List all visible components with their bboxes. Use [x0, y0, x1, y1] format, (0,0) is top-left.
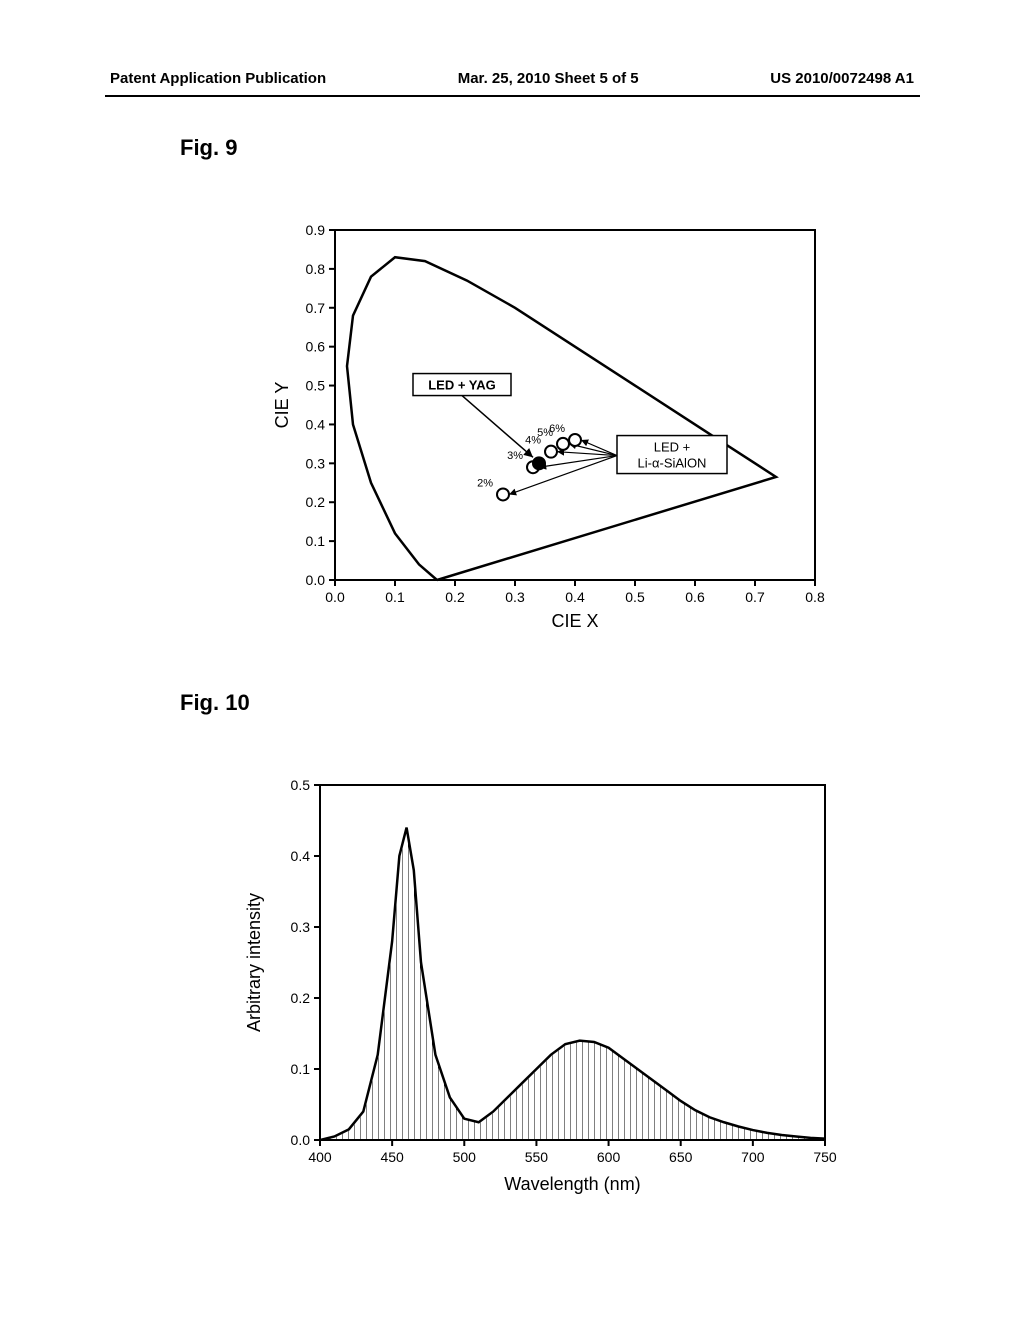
svg-text:0.3: 0.3 [291, 919, 311, 935]
header-center: Mar. 25, 2010 Sheet 5 of 5 [458, 70, 639, 87]
svg-text:0.2: 0.2 [445, 589, 465, 605]
svg-text:0.5: 0.5 [291, 777, 311, 793]
svg-text:450: 450 [380, 1149, 404, 1165]
svg-text:0.1: 0.1 [291, 1061, 311, 1077]
svg-text:3%: 3% [507, 450, 523, 462]
fig10-chart: 400 450 500 550 600 650 700 750 0.0 0.1 0.2 0.3 0.4 0… [240, 770, 840, 1200]
header-left: Patent Application Publication [110, 70, 326, 87]
svg-text:0.3: 0.3 [306, 455, 326, 471]
svg-text:0.6: 0.6 [306, 339, 326, 355]
svg-text:6%: 6% [549, 423, 565, 435]
svg-text:0.8: 0.8 [306, 261, 326, 277]
fig9-chart: 0.0 0.1 0.2 0.3 0.4 0.5 0.6 0.7 0.8 0.0 0.1 0.2 0.3 0… [270, 215, 830, 635]
svg-text:CIE Y: CIE Y [272, 382, 292, 429]
svg-text:750: 750 [813, 1149, 837, 1165]
svg-text:0.0: 0.0 [306, 572, 326, 588]
svg-text:700: 700 [741, 1149, 765, 1165]
svg-text:0.4: 0.4 [291, 848, 311, 864]
fig9-svg: 0.0 0.1 0.2 0.3 0.4 0.5 0.6 0.7 0.8 0.0 0.1 0.2 0.3 0… [270, 215, 830, 635]
svg-text:0.7: 0.7 [745, 589, 765, 605]
svg-text:Wavelength (nm): Wavelength (nm) [504, 1174, 640, 1194]
fig9-label: Fig. 9 [180, 135, 237, 161]
svg-text:400: 400 [308, 1149, 332, 1165]
svg-text:650: 650 [669, 1149, 693, 1165]
svg-text:LED +: LED + [654, 440, 691, 455]
svg-text:600: 600 [597, 1149, 621, 1165]
svg-text:LED + YAG: LED + YAG [428, 378, 496, 393]
patent-header: Patent Application Publication Mar. 25, … [0, 70, 1024, 87]
fig10-svg: 400 450 500 550 600 650 700 750 0.0 0.1 0.2 0.3 0.4 0… [240, 770, 840, 1200]
svg-text:0.1: 0.1 [306, 533, 326, 549]
svg-text:CIE X: CIE X [551, 611, 598, 631]
svg-text:0.4: 0.4 [306, 416, 326, 432]
header-right: US 2010/0072498 A1 [770, 70, 914, 87]
svg-text:Arbitrary intensity: Arbitrary intensity [244, 893, 264, 1032]
svg-text:0.9: 0.9 [306, 222, 326, 238]
header-divider [105, 95, 920, 97]
svg-text:0.5: 0.5 [625, 589, 645, 605]
svg-text:550: 550 [525, 1149, 549, 1165]
svg-text:0.2: 0.2 [291, 990, 311, 1006]
svg-text:0.5: 0.5 [306, 378, 326, 394]
svg-text:0.2: 0.2 [306, 494, 326, 510]
svg-text:2%: 2% [477, 477, 493, 489]
svg-text:0.8: 0.8 [805, 589, 825, 605]
svg-text:0.6: 0.6 [685, 589, 705, 605]
svg-text:0.7: 0.7 [306, 300, 326, 316]
svg-text:Li-α-SiAlON: Li-α-SiAlON [638, 456, 707, 471]
fig10-label: Fig. 10 [180, 690, 250, 716]
svg-text:0.4: 0.4 [565, 589, 585, 605]
svg-text:0.0: 0.0 [291, 1132, 311, 1148]
svg-text:500: 500 [453, 1149, 477, 1165]
svg-text:0.0: 0.0 [325, 589, 345, 605]
svg-text:0.3: 0.3 [505, 589, 525, 605]
svg-text:0.1: 0.1 [385, 589, 405, 605]
